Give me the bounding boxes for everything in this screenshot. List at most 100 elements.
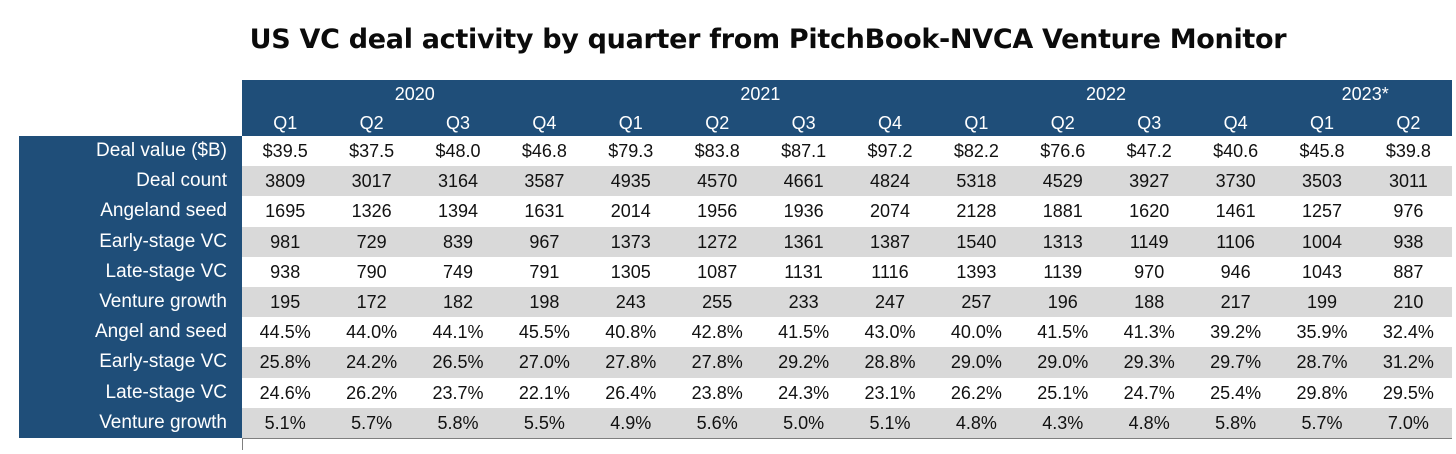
table-cell: 4.8% <box>1128 412 1170 433</box>
table-cell: 791 <box>529 261 560 282</box>
table-cell: 938 <box>1393 231 1424 252</box>
table-cell: 2128 <box>956 201 997 222</box>
table-cell: 5.1% <box>869 412 911 433</box>
table-cell: $76.6 <box>1040 141 1086 161</box>
table-cell: 967 <box>529 231 560 252</box>
quarter-header: Q4 <box>532 113 557 133</box>
table-cell: 1313 <box>1042 231 1083 252</box>
table-cell: 1139 <box>1043 261 1083 282</box>
table-cell: 29.5% <box>1382 382 1434 403</box>
table-cell: 25.1% <box>1037 382 1089 403</box>
quarter-header: Q1 <box>273 113 298 133</box>
row-label: Venture growth <box>99 291 227 312</box>
table-cell: 28.8% <box>864 352 916 373</box>
table-cell: 4.9% <box>610 412 652 433</box>
table-cell: 1936 <box>783 201 824 222</box>
table-cell: 29.7% <box>1210 352 1262 373</box>
table-cell: 172 <box>356 292 387 312</box>
table-cell: 44.5% <box>259 322 311 343</box>
table-cell: 26.2% <box>950 382 1002 403</box>
table-left-tick <box>242 438 243 450</box>
table-cell: 25.4% <box>1210 382 1262 403</box>
row-stripe <box>242 347 1452 378</box>
table-cell: 1881 <box>1042 201 1083 222</box>
table-cell: 4661 <box>783 171 824 192</box>
table-cell: 24.6% <box>259 382 311 403</box>
table-cell: 5.1% <box>264 412 306 433</box>
year-header: 2022 <box>1085 84 1126 104</box>
table-cell: 1956 <box>697 201 738 222</box>
table-cell: 40.0% <box>950 322 1002 343</box>
table-cell: 1620 <box>1129 201 1170 222</box>
table-cell: 3809 <box>265 171 306 192</box>
table-cell: 3587 <box>524 171 565 192</box>
table-cell: 24.7% <box>1123 382 1175 403</box>
table-cell: 1004 <box>1301 231 1343 252</box>
table-cell: 7.0% <box>1387 412 1429 433</box>
table-cell: 35.9% <box>1296 322 1348 343</box>
table-cell: 970 <box>1134 261 1165 282</box>
table-cell: 24.2% <box>346 352 398 373</box>
table-cell: $48.0 <box>435 141 481 161</box>
table-cell: 196 <box>1047 292 1078 312</box>
table-cell: 23.7% <box>432 382 484 403</box>
table-bottom-rule <box>242 438 1452 439</box>
table-cell: 22.1% <box>518 382 570 403</box>
table-cell: 255 <box>702 292 733 312</box>
row-stripe <box>242 287 1452 318</box>
table-cell: 5318 <box>956 171 997 192</box>
table-cell: 1131 <box>784 261 823 282</box>
table-cell: 43.0% <box>864 322 916 343</box>
table-cell: 198 <box>529 292 560 312</box>
table-cell: $40.6 <box>1213 141 1259 161</box>
table-cell: 44.0% <box>346 322 398 343</box>
table-cell: 4570 <box>697 171 738 192</box>
table-cell: 3017 <box>351 171 392 192</box>
table-cell: $82.2 <box>953 141 999 161</box>
table-cell: 41.5% <box>778 322 830 343</box>
table-cell: 976 <box>1393 201 1424 222</box>
table-cell: 28.7% <box>1296 352 1348 373</box>
table-cell: 195 <box>270 292 301 312</box>
table-cell: 1106 <box>1216 231 1255 252</box>
table-cell: 2074 <box>869 201 911 222</box>
row-label: Early-stage VC <box>99 351 227 373</box>
table-cell: 1540 <box>956 231 997 252</box>
table-cell: 29.0% <box>950 352 1002 373</box>
quarter-header: Q1 <box>1309 113 1334 133</box>
table-cell: 4.3% <box>1042 412 1084 433</box>
quarter-header: Q4 <box>877 113 902 133</box>
quarter-header: Q3 <box>445 113 470 133</box>
table-cell: 26.4% <box>605 382 657 403</box>
table-cell: 5.7% <box>1301 412 1343 433</box>
table-cell: 1393 <box>956 261 997 282</box>
row-stripe <box>242 166 1452 197</box>
table-cell: 5.7% <box>351 412 393 433</box>
table-cell: 946 <box>1220 261 1251 282</box>
row-label: Deal value ($B) <box>96 140 227 161</box>
table-cell: $87.1 <box>781 141 827 161</box>
table-cell: 3164 <box>437 171 479 192</box>
year-header: 2020 <box>394 84 435 104</box>
table-cell: $39.5 <box>262 141 308 161</box>
table-cell: 233 <box>788 292 819 312</box>
table-cell: 2014 <box>610 201 651 222</box>
table-cell: 32.4% <box>1382 322 1434 343</box>
table-cell: 839 <box>442 231 474 252</box>
table-cell: $37.5 <box>349 141 395 161</box>
table-cell: 5.8% <box>1215 412 1257 433</box>
table-cell: 5.0% <box>783 412 825 433</box>
quarter-header: Q3 <box>1137 113 1162 133</box>
table-cell: 247 <box>874 292 906 312</box>
quarter-header: Q2 <box>705 113 730 133</box>
table-cell: 217 <box>1220 292 1251 312</box>
quarter-header: Q4 <box>1223 113 1248 133</box>
table-cell: 5.5% <box>523 412 565 433</box>
table-cell: 1149 <box>1129 231 1169 252</box>
table-cell: 24.3% <box>778 382 830 403</box>
table-cell: 41.3% <box>1123 322 1175 343</box>
table-cell: 5.6% <box>696 412 738 433</box>
table-cell: 29.0% <box>1037 352 1089 373</box>
table-cell: 1394 <box>437 201 479 222</box>
quarter-header: Q1 <box>618 113 643 133</box>
